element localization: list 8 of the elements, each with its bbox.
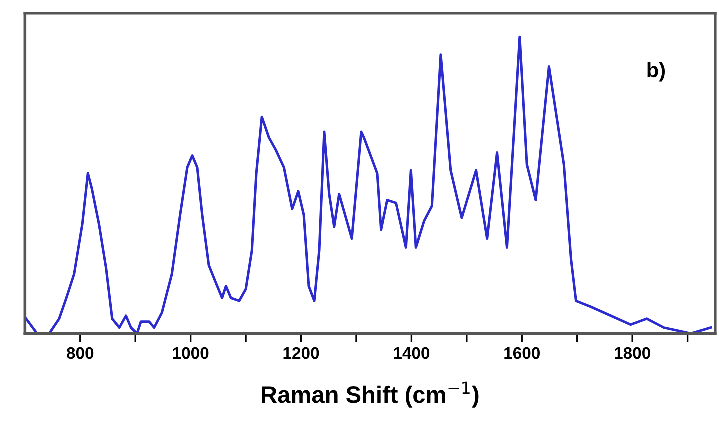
x-tick-label: 1800 [615,347,650,360]
x-tick-label: 1000 [173,347,209,360]
x-tick-label: 1400 [394,347,430,360]
x-tick-label: 1200 [284,347,320,360]
x-tick-label: 1600 [504,347,540,360]
annotation: b) [648,62,666,82]
x-tick-label: 800 [67,347,94,360]
x-axis-title: Raman Shift (cm$^{−1}$) [262,382,479,408]
